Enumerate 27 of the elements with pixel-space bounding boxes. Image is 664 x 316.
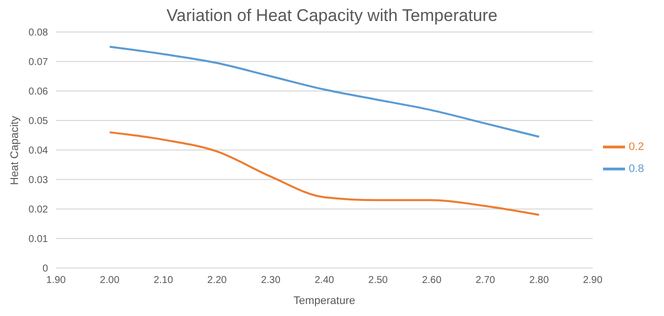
- x-tick-label: 2.60: [422, 275, 442, 286]
- line-series: [108, 46, 540, 138]
- x-tick-label: 2.10: [154, 275, 174, 286]
- x-tick-label: 1.90: [46, 275, 66, 286]
- y-tick-label: 0.04: [28, 146, 48, 157]
- x-tick-label: 2.00: [100, 275, 120, 286]
- x-tick-label: 2.20: [207, 275, 228, 286]
- x-tick-label: 2.50: [368, 275, 388, 286]
- x-tick-label: 2.70: [476, 275, 496, 286]
- legend-label: 0.8: [628, 163, 644, 175]
- line-series: [108, 131, 540, 216]
- legend-label: 0.2: [628, 140, 644, 153]
- y-tick-label: 0.08: [28, 28, 48, 39]
- y-tick-label: 0.07: [28, 57, 48, 68]
- x-tick-label: 2.90: [582, 275, 603, 286]
- chart-title: Variation of Heat Capacity with Temperature: [165, 6, 499, 26]
- y-tick-label: 0.01: [28, 234, 48, 246]
- x-axis-title: Temperature: [293, 295, 356, 307]
- x-tick-label: 2.30: [260, 275, 281, 286]
- y-tick-label: 0.06: [28, 86, 48, 98]
- y-tick-label: 0.05: [28, 116, 48, 128]
- y-tick-label: 0.02: [28, 204, 48, 216]
- y-tick-label: 0.03: [28, 175, 48, 186]
- y-axis-title: Heat Capacity: [8, 115, 21, 185]
- y-tick-label: 0: [42, 264, 48, 275]
- x-tick-label: 2.40: [314, 275, 335, 286]
- x-tick-label: 2.80: [529, 275, 550, 286]
